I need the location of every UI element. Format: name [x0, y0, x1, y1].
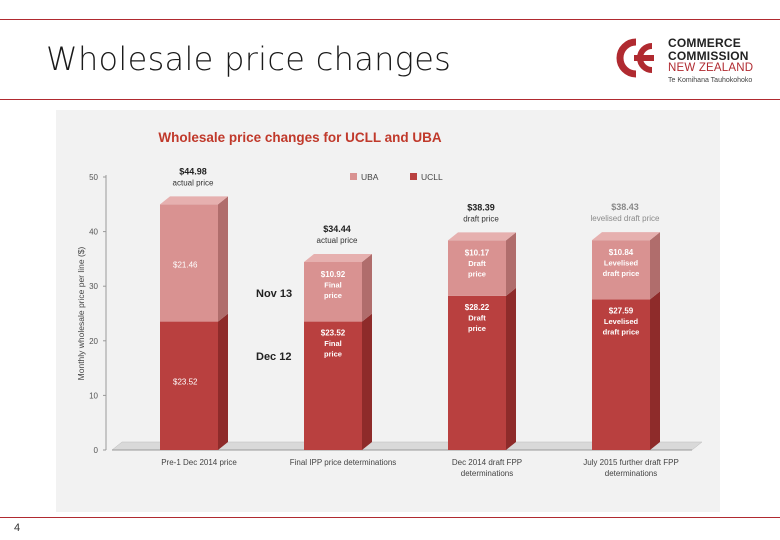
x-category-label: determinations	[605, 469, 657, 478]
total-note-label: draft price	[463, 214, 499, 223]
x-category-label: Dec 2014 draft FPP	[452, 458, 522, 467]
ucll-value-label: $23.52	[173, 378, 198, 387]
uba-bar-3-front	[448, 240, 506, 296]
ucll-bar-2-front	[304, 321, 362, 450]
annotation-nov13: Nov 13	[256, 288, 292, 300]
top-rule	[0, 19, 780, 20]
total-note-label: actual price	[173, 178, 214, 187]
uba-note-label: Final	[324, 280, 342, 289]
slide-title: Wholesale price changes	[46, 40, 452, 78]
commerce-commission-logo: COMMERCE COMMISSION NEW ZEALAND Te Komih…	[612, 34, 772, 86]
uba-bar-2-side	[362, 253, 372, 322]
y-tick-label: 0	[94, 446, 99, 455]
y-tick-label: 10	[89, 391, 98, 400]
uba-bar-4-top	[592, 232, 660, 241]
uba-note-label: Levelised	[604, 259, 639, 268]
chart-title: Wholesale price changes for UCLL and UBA	[158, 130, 442, 145]
uba-bar-2-top	[304, 253, 372, 262]
chart-panel: Wholesale price changes for UCLL and UBA…	[56, 110, 720, 512]
uba-bar-1-top	[160, 196, 228, 205]
ucll-value-label: $23.52	[321, 329, 346, 338]
legend-swatch-ucll	[410, 173, 417, 180]
y-axis-label: Monthly wholesale price per line ($)	[76, 246, 86, 380]
y-tick-label: 20	[89, 337, 98, 346]
uba-note-label: draft price	[603, 269, 640, 278]
bottom-rule	[0, 517, 780, 518]
logo-mark-icon	[616, 38, 654, 78]
ucll-note-label: Final	[324, 339, 342, 348]
logo-line4: Te Komihana Tauhokohoko	[668, 76, 753, 84]
ucll-bar-2-side	[362, 313, 372, 450]
ucll-note-label: price	[324, 350, 342, 359]
logo-line3: NEW ZEALAND	[668, 62, 754, 74]
legend-label-uba: UBA	[361, 172, 379, 182]
uba-bar-1-side	[218, 196, 228, 322]
ucll-bar-3-front	[448, 295, 506, 450]
y-tick-label: 50	[89, 173, 98, 182]
ucll-note-label: Levelised	[604, 317, 639, 326]
annotation-dec12: Dec 12	[256, 351, 291, 363]
legend-swatch-uba	[350, 173, 357, 180]
uba-bar-1-front	[160, 204, 218, 322]
logo-line2: COMMISSION	[668, 49, 749, 63]
uba-bar-4-side	[650, 232, 660, 300]
uba-note-label: price	[324, 291, 342, 300]
ucll-bar-1-front	[160, 321, 218, 450]
stacked-bar-chart: Wholesale price changes for UCLL and UBA…	[76, 130, 703, 478]
x-category-label: Final IPP price determinations	[290, 458, 397, 467]
ucll-bar-4-front	[592, 299, 650, 450]
uba-value-label: $10.84	[609, 248, 634, 257]
total-value-label: $34.44	[323, 224, 351, 234]
uba-bar-2-front	[304, 261, 362, 322]
uba-note-label: Draft	[468, 259, 486, 268]
ucll-bar-3-side	[506, 287, 516, 450]
total-value-label: $38.39	[467, 202, 495, 212]
uba-value-label: $21.46	[173, 260, 198, 269]
total-value-label: $38.43	[611, 202, 639, 212]
x-category-label: July 2015 further draft FPP	[583, 458, 679, 467]
total-value-label: $44.98	[179, 166, 207, 176]
uba-value-label: $10.92	[321, 270, 346, 279]
legend-label-ucll: UCLL	[421, 172, 443, 182]
ucll-value-label: $27.59	[609, 306, 634, 315]
page-number: 4	[14, 522, 21, 534]
ucll-bar-4-side	[650, 291, 660, 450]
ucll-note-label: draft price	[603, 327, 640, 336]
ucll-bar-1-side	[218, 313, 228, 450]
uba-bar-3-top	[448, 232, 516, 241]
y-tick-label: 30	[89, 282, 98, 291]
total-note-label: actual price	[317, 236, 358, 245]
logo-line1: COMMERCE	[668, 36, 741, 50]
ucll-note-label: price	[468, 324, 486, 333]
title-rule	[0, 99, 780, 100]
ucll-note-label: Draft	[468, 313, 486, 322]
x-category-label: Pre-1 Dec 2014 price	[161, 458, 237, 467]
ucll-value-label: $28.22	[465, 303, 490, 312]
uba-bar-3-side	[506, 232, 516, 296]
y-tick-label: 40	[89, 228, 98, 237]
uba-bar-4-front	[592, 240, 650, 300]
total-note-label: levelised draft price	[591, 214, 660, 223]
uba-value-label: $10.17	[465, 248, 490, 257]
uba-note-label: price	[468, 269, 486, 278]
x-category-label: determinations	[461, 469, 513, 478]
